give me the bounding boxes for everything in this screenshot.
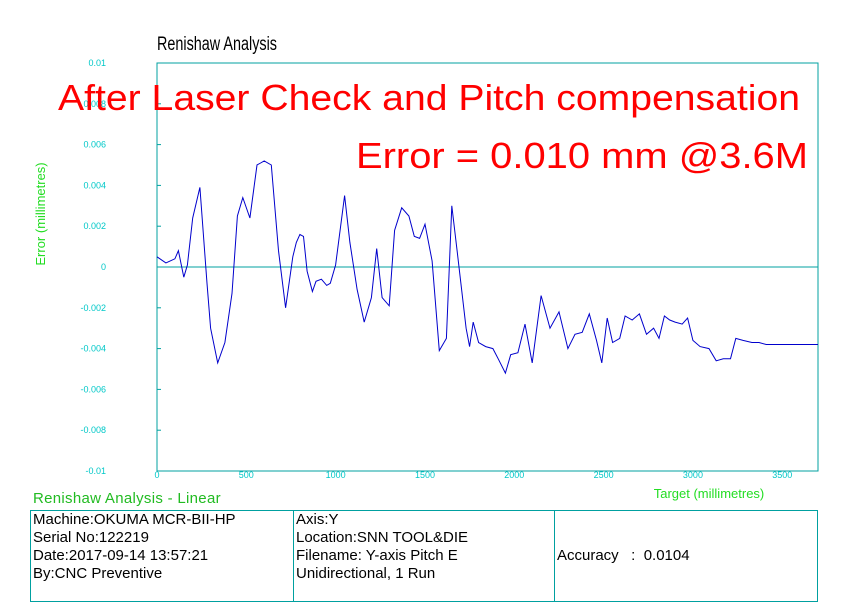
y-tick-label: -0.008	[80, 425, 106, 435]
x-axis-label: Target (millimetres)	[654, 486, 765, 501]
run-mode-value: Unidirectional, 1 Run	[296, 565, 436, 582]
x-tick-labels: 0 500 1000 1500 2000 2500 3000 3500	[154, 470, 792, 480]
y-axis-label: Error (millimetres)	[33, 162, 48, 265]
y-tick-labels: 0.01 0.008 0.006 0.004 0.002 0 -0.002 -0.004 -0.…	[80, 58, 106, 476]
y-tick-label: 0.002	[83, 221, 106, 231]
y-tick-label: 0	[101, 262, 106, 272]
serial-value: Serial No:122219	[33, 529, 149, 546]
y-tick-label: -0.01	[85, 466, 106, 476]
machine-value: Machine:OKUMA MCR-BII-HP	[33, 511, 236, 529]
y-tick-label: -0.004	[80, 344, 106, 354]
y-tick-label: 0.004	[83, 180, 106, 190]
y-tick-marks	[157, 62, 161, 472]
x-tick-label: 3500	[772, 470, 792, 480]
date-value: Date:2017-09-14 13:57:21	[33, 547, 209, 564]
location-value: Location:SNN TOOL&DIE	[296, 529, 469, 546]
x-tick-label: 2500	[594, 470, 614, 480]
x-tick-label: 2000	[504, 470, 524, 480]
y-tick-label: -0.002	[80, 303, 106, 313]
summary-title: Renishaw Analysis - Linear	[33, 490, 221, 507]
x-tick-label: 1000	[326, 470, 346, 480]
x-tick-label: 1500	[415, 470, 435, 480]
filename-value: Filename: Y-axis Pitch E	[296, 547, 458, 564]
accuracy-value: Accuracy : 0.0104	[557, 547, 690, 564]
x-tick-label: 3000	[683, 470, 703, 480]
error-series-line	[156, 160, 818, 375]
x-tick-label: 0	[154, 470, 159, 480]
overlay-heading: After Laser Check and Pitch compensation	[58, 77, 800, 118]
axis-value: Axis:Y	[296, 511, 339, 529]
y-tick-label: 0.008	[83, 99, 106, 109]
machine-info-cell: Machine:OKUMA MCR-BII-HP Serial No:12221…	[30, 510, 294, 602]
axis-info-cell: Axis:Y Location:SNN TOOL&DIE Filename: Y…	[293, 510, 555, 602]
accuracy-cell: Accuracy : 0.0104	[554, 510, 818, 602]
y-tick-label: -0.006	[80, 384, 106, 394]
y-tick-label: 0.01	[88, 58, 106, 68]
operator-value: By:CNC Preventive	[33, 565, 163, 582]
chart-title: Renishaw Analysis	[157, 34, 277, 55]
info-table: Machine:OKUMA MCR-BII-HP Serial No:12221…	[30, 510, 818, 602]
x-tick-label: 500	[239, 470, 254, 480]
y-tick-label: 0.006	[83, 140, 106, 150]
overlay-error-note: Error = 0.010 mm @3.6M	[356, 135, 808, 176]
